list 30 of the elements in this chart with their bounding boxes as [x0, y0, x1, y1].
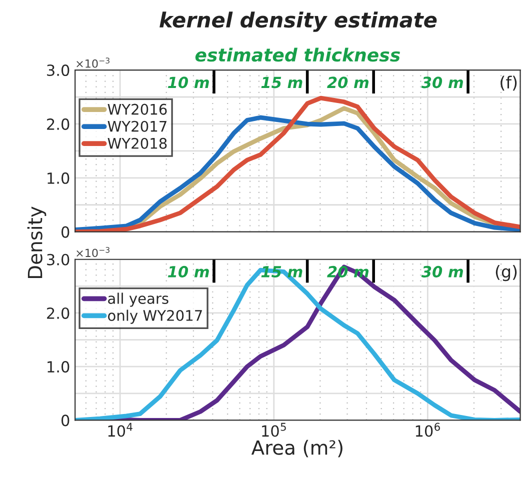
- ref-line-label: 30 m: [421, 76, 463, 88]
- text: estimated thickness: [195, 48, 400, 62]
- text: ×10$^{−3}$: [76, 58, 110, 68]
- chart-title: kernel density estimate: [160, 12, 437, 32]
- x-tick-label: 10$^{6}$: [416, 422, 440, 437]
- y-tick-label: 3.0: [47, 254, 70, 266]
- legend-label: WY2017: [108, 120, 166, 132]
- ref-line-label: 20 m: [327, 76, 369, 88]
- annotation: (f): [500, 76, 517, 91]
- y-tick-label: 0: [62, 226, 70, 238]
- text: ×10$^{−3}$: [76, 246, 110, 258]
- ref-line-label: 10 m: [168, 266, 209, 278]
- x-axis-title: Area (m²): [251, 440, 342, 458]
- ref-line-label: 30 m: [421, 266, 463, 278]
- y-axis-title: Density: [27, 206, 46, 278]
- annotation: (g): [496, 264, 517, 282]
- y-tick-label: 2.0: [47, 118, 70, 130]
- ref-line-label: 15 m: [261, 76, 302, 88]
- y-tick-label: 3.0: [47, 64, 70, 76]
- y-tick-label: 1.0: [48, 172, 70, 184]
- y-tick-label: 0: [62, 414, 70, 426]
- y-tick-label: 1.0: [48, 361, 70, 373]
- legend-label: WY2018: [108, 138, 167, 149]
- y-tick-label: 2.0: [47, 307, 70, 320]
- legend-label: only WY2017: [108, 310, 202, 324]
- x-tick-label: 10$^{5}$: [262, 422, 286, 437]
- legend-label: WY2016: [108, 104, 167, 115]
- ref-line-label: 10 m: [168, 76, 209, 88]
- legend-label: all years: [108, 292, 168, 307]
- x-tick-label: 10$^{4}$: [108, 422, 132, 437]
